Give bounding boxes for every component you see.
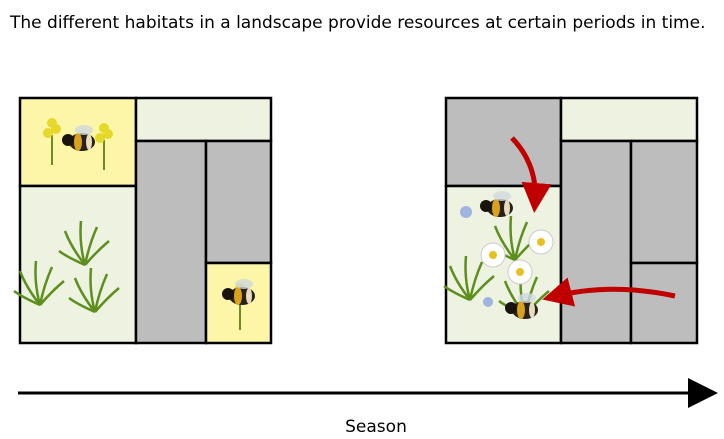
title: The different habitats in a landscape pr… xyxy=(9,13,705,33)
landscape-early xyxy=(12,96,273,345)
landscape-late xyxy=(442,96,699,345)
axis-label: Season xyxy=(345,417,407,437)
